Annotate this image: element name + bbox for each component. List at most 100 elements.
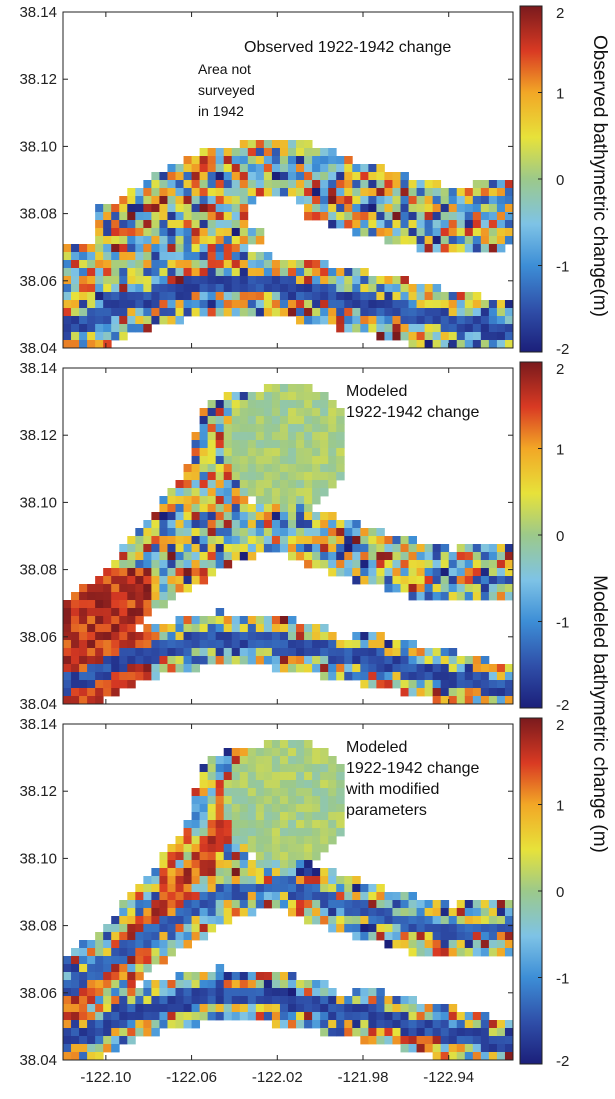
heatmap-cell	[183, 924, 192, 933]
heatmap-cell	[416, 332, 426, 341]
heatmap-cell	[231, 252, 241, 261]
heatmap-cell	[312, 1004, 321, 1013]
heatmap-cell	[328, 220, 337, 229]
heatmap-cell	[279, 504, 289, 513]
heatmap-cell	[63, 284, 72, 293]
heatmap-cell	[239, 988, 249, 997]
heatmap-cell	[159, 632, 168, 641]
heatmap-cell	[424, 332, 434, 341]
heatmap-cell	[376, 544, 385, 553]
heatmap-cell	[288, 900, 297, 909]
heatmap-cell	[247, 512, 257, 521]
heatmap-cell	[79, 980, 88, 989]
heatmap-cell	[151, 520, 160, 529]
heatmap-cell	[103, 308, 112, 317]
heatmap-cell	[231, 456, 241, 465]
heatmap-cell	[271, 664, 281, 673]
heatmap-cell	[167, 308, 176, 317]
heatmap-cell	[103, 284, 112, 293]
heatmap-cell	[127, 632, 136, 641]
heatmap-cell	[496, 332, 506, 341]
heatmap-cell	[263, 860, 273, 869]
heatmap-cell	[143, 664, 152, 673]
heatmap-cell	[183, 464, 192, 473]
heatmap-cell	[440, 332, 450, 341]
heatmap-cell	[111, 276, 120, 285]
heatmap-cell	[207, 196, 217, 205]
heatmap-cell	[207, 292, 217, 301]
heatmap-cell	[392, 656, 401, 665]
heatmap-cell	[231, 796, 241, 805]
heatmap-cell	[296, 148, 305, 157]
heatmap-cell	[480, 688, 490, 697]
heatmap-cell	[392, 204, 401, 213]
heatmap-cell	[352, 212, 361, 221]
heatmap-cell	[111, 656, 120, 665]
heatmap-cell	[207, 276, 217, 285]
heatmap-cell	[320, 424, 329, 433]
heatmap-cell	[416, 300, 426, 309]
heatmap-cell	[119, 300, 128, 309]
heatmap-cell	[207, 616, 217, 625]
heatmap-cell	[432, 244, 442, 253]
y-tick-label: 38.04	[19, 1052, 57, 1069]
heatmap-cell	[488, 916, 498, 925]
heatmap-cell	[255, 772, 265, 781]
heatmap-cell	[231, 876, 241, 885]
heatmap-cell	[255, 820, 265, 829]
heatmap-cell	[183, 268, 192, 277]
heatmap-cell	[320, 268, 329, 277]
heatmap-cell	[416, 308, 426, 317]
heatmap-cell	[71, 672, 80, 681]
heatmap-cell	[296, 796, 305, 805]
heatmap-cell	[344, 1020, 353, 1029]
heatmap-cell	[504, 1020, 514, 1029]
heatmap-cell	[191, 212, 201, 221]
heatmap-cell	[279, 764, 289, 773]
heatmap-cell	[288, 400, 297, 409]
heatmap-cell	[199, 876, 209, 885]
heatmap-cell	[336, 1004, 345, 1013]
heatmap-cell	[368, 916, 377, 925]
heatmap-cell	[151, 172, 160, 181]
heatmap-cell	[320, 456, 329, 465]
heatmap-cell	[151, 552, 160, 561]
heatmap-cell	[183, 568, 192, 577]
heatmap-cell	[464, 1052, 474, 1061]
heatmap-cell	[496, 552, 506, 561]
heatmap-cell	[239, 812, 249, 821]
heatmap-cell	[247, 268, 257, 277]
heatmap-cell	[215, 148, 225, 157]
heatmap-cell	[151, 584, 160, 593]
heatmap-cell	[271, 788, 281, 797]
heatmap-cell	[304, 384, 313, 393]
heatmap-cell	[183, 988, 192, 997]
heatmap-cell	[215, 796, 225, 805]
heatmap-cell	[279, 852, 289, 861]
heatmap-cell	[344, 172, 353, 181]
heatmap-cell	[207, 560, 217, 569]
heatmap-cell	[183, 156, 192, 165]
heatmap-cell	[400, 924, 409, 933]
heatmap-cell	[296, 504, 305, 513]
heatmap-cell	[480, 932, 490, 941]
heatmap-cell	[95, 252, 104, 261]
heatmap-cell	[207, 988, 217, 997]
heatmap-cell	[231, 748, 241, 757]
heatmap-cell	[336, 276, 345, 285]
heatmap-cell	[79, 964, 88, 973]
heatmap-cell	[95, 964, 104, 973]
heatmap-cell	[207, 876, 217, 885]
heatmap-cell	[384, 576, 393, 585]
heatmap-cell	[384, 324, 393, 333]
heatmap-cell	[103, 924, 112, 933]
heatmap-cell	[103, 576, 112, 585]
heatmap-cell	[304, 448, 313, 457]
heatmap-cell	[440, 592, 450, 601]
heatmap-cell	[456, 1020, 466, 1029]
heatmap-cell	[103, 260, 112, 269]
heatmap-cell	[199, 504, 209, 513]
heatmap-cell	[111, 308, 120, 317]
heatmap-cell	[448, 908, 458, 917]
heatmap-cell	[199, 844, 209, 853]
